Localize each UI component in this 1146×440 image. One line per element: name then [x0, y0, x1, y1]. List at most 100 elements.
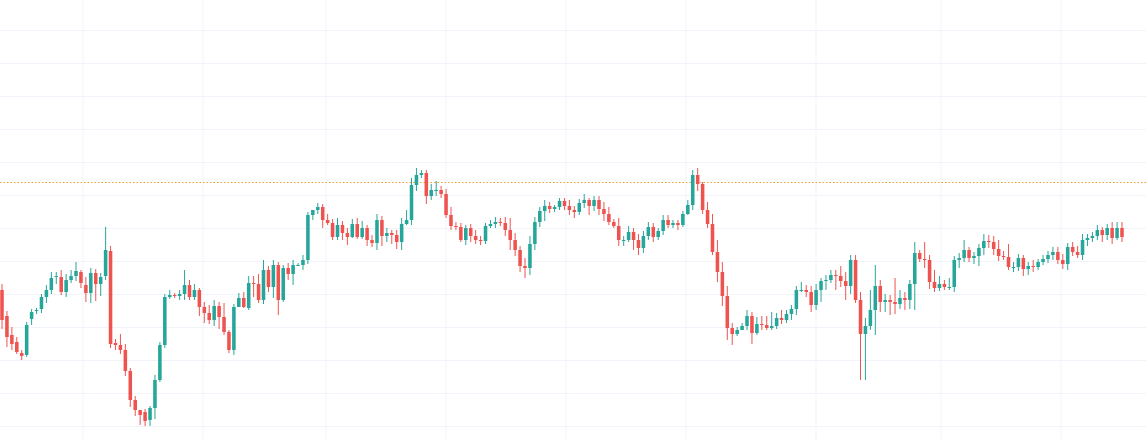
candle: [24, 322, 29, 357]
candle: [320, 204, 325, 228]
candle: [1041, 255, 1045, 265]
candle-body: [542, 206, 547, 211]
candle-body: [651, 227, 656, 237]
candle: [987, 235, 991, 248]
candle: [306, 212, 310, 264]
candle-body: [1006, 257, 1011, 267]
candle-body: [98, 277, 103, 284]
candle-body: [538, 211, 542, 222]
candle-body: [1095, 230, 1100, 236]
candle-body: [888, 300, 892, 302]
candle-body: [335, 225, 340, 237]
candle: [429, 184, 434, 200]
candle: [315, 203, 320, 214]
candle-body: [996, 249, 1001, 256]
candle: [330, 219, 335, 240]
candle-body: [15, 342, 19, 352]
candle-body: [375, 220, 379, 243]
candle: [547, 202, 552, 213]
candle-body: [883, 300, 887, 302]
candle-body: [1041, 259, 1045, 262]
candle-body: [444, 194, 448, 215]
candle: [1056, 247, 1060, 264]
candle: [468, 224, 473, 242]
candle: [241, 292, 246, 308]
candle: [84, 277, 88, 302]
candle: [444, 189, 448, 218]
candle: [819, 278, 823, 302]
candle-body: [1115, 228, 1119, 238]
candle-body: [212, 306, 216, 320]
candle: [533, 217, 537, 250]
candle: [893, 278, 897, 314]
candle-body: [39, 297, 44, 309]
candle-body: [177, 294, 182, 296]
candle: [671, 220, 675, 228]
candle-body: [424, 173, 429, 196]
candle: [385, 228, 389, 242]
candle-body: [700, 184, 705, 210]
candle-body: [468, 228, 473, 236]
candle-body: [784, 314, 789, 320]
candle-body: [809, 292, 813, 305]
candle: [996, 240, 1001, 261]
candle-body: [128, 371, 133, 400]
candle-body: [740, 326, 744, 330]
candle-body: [503, 223, 508, 230]
candle-body: [631, 232, 636, 240]
candle: [158, 342, 162, 382]
candle: [207, 305, 212, 324]
candle-body: [464, 228, 468, 240]
candle: [54, 272, 59, 284]
candle: [69, 270, 73, 283]
candle: [143, 409, 147, 426]
candle: [148, 406, 152, 426]
candle: [631, 228, 636, 250]
candle: [858, 292, 863, 380]
candle: [1061, 254, 1065, 269]
candle-body: [163, 297, 167, 345]
candle-body: [315, 207, 320, 210]
candle-body: [853, 260, 858, 300]
candle-body: [74, 271, 78, 276]
candle: [681, 211, 685, 227]
candle: [419, 170, 424, 178]
candle-body: [473, 236, 478, 240]
candle: [128, 368, 133, 407]
candle-body: [187, 285, 192, 297]
candle: [582, 194, 586, 208]
candle: [1026, 262, 1031, 275]
candle: [44, 285, 49, 303]
candle: [123, 344, 128, 376]
candle: [93, 269, 98, 301]
candle: [1021, 255, 1026, 276]
candle-body: [745, 316, 749, 326]
candle: [281, 265, 286, 302]
candle-body: [93, 273, 98, 284]
candle: [103, 227, 108, 280]
candle-body: [789, 309, 794, 314]
candle: [133, 396, 137, 416]
candle: [626, 226, 631, 242]
candle: [809, 286, 813, 312]
candle: [523, 258, 527, 278]
candle-body: [459, 227, 463, 240]
candle: [834, 270, 838, 290]
candle: [414, 168, 419, 191]
candle-body: [454, 226, 458, 227]
candle-body: [621, 240, 626, 241]
candle: [824, 275, 828, 290]
candle: [325, 214, 330, 225]
candle-body: [1011, 267, 1016, 268]
candle-body: [1105, 228, 1109, 235]
candle: [735, 327, 739, 336]
candle: [760, 316, 764, 330]
candle-body: [350, 224, 355, 237]
candle: [370, 235, 374, 247]
candle: [271, 260, 276, 298]
candle-body: [306, 215, 310, 260]
candle: [237, 293, 241, 307]
candle: [15, 337, 19, 354]
candle-body: [962, 250, 966, 258]
